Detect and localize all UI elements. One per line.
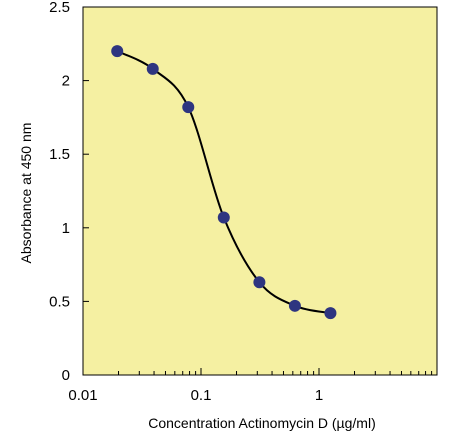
x-tick-label: 0.1 [191, 387, 212, 404]
x-axis-title: Concentration Actinomycin D (µg/ml) [148, 415, 375, 431]
data-point [324, 307, 337, 320]
y-tick-label: 1.5 [49, 146, 70, 163]
y-tick-label: 2.5 [49, 0, 70, 16]
y-tick-label: 1 [62, 220, 70, 237]
y-tick-label: 0.5 [49, 293, 70, 310]
plot-area [82, 6, 438, 376]
data-point [288, 299, 301, 312]
data-point [253, 276, 266, 289]
x-tick-label: 1 [315, 387, 323, 404]
x-axis: 0.01 0.1 1 [68, 368, 433, 404]
y-axis: 0 0.5 1 1.5 2 2.5 [49, 0, 89, 384]
y-axis-title: Absorbance at 450 nm [18, 123, 34, 264]
x-tick-label: 0.01 [68, 387, 97, 404]
data-point [217, 211, 230, 224]
data-point [182, 101, 195, 114]
data-points [111, 45, 337, 320]
y-tick-label: 0 [62, 367, 70, 384]
y-tick-label: 2 [62, 73, 70, 90]
data-point [146, 62, 159, 75]
data-point [111, 45, 124, 58]
